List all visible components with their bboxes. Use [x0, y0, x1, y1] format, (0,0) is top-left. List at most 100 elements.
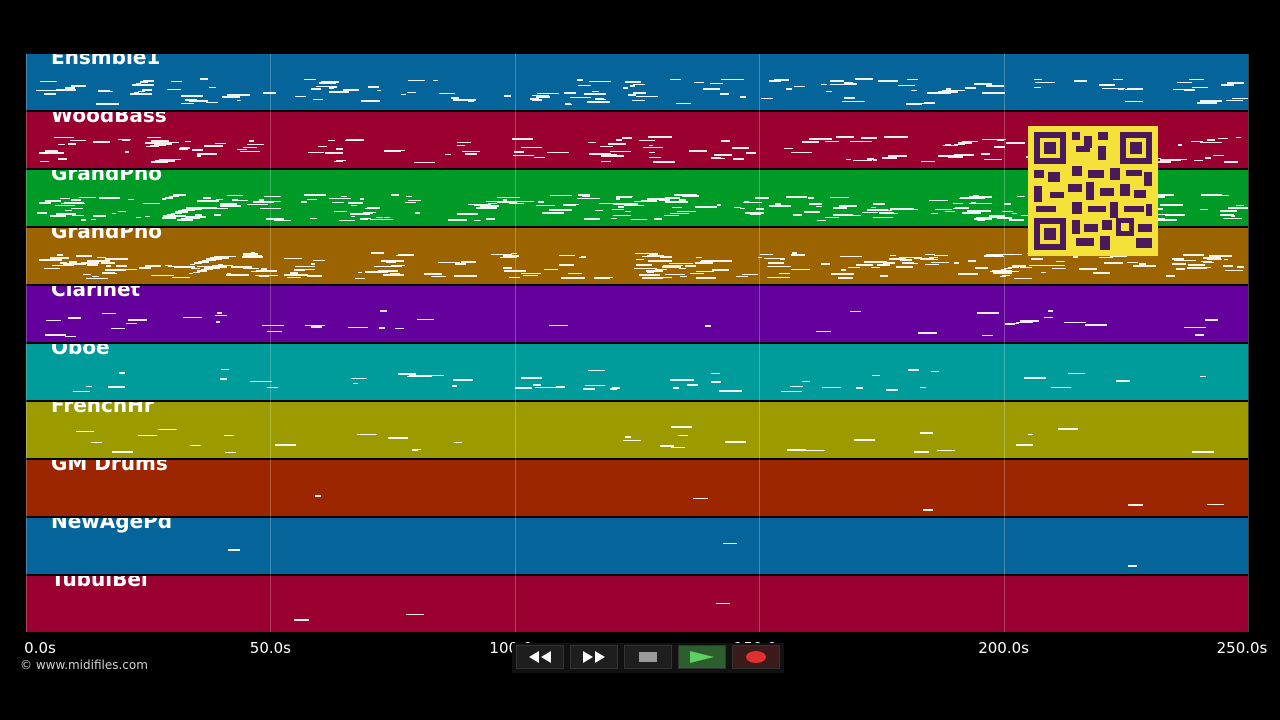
note-mark [942, 89, 965, 92]
note-mark [589, 80, 611, 83]
note-mark [917, 332, 937, 334]
note-mark [191, 267, 200, 270]
note-mark [201, 259, 216, 262]
note-mark [815, 330, 832, 333]
note-mark [669, 212, 690, 215]
note-mark [1102, 87, 1125, 90]
note-mark [824, 140, 839, 143]
note-mark [774, 79, 790, 81]
note-mark [907, 78, 918, 81]
note-mark [81, 262, 100, 264]
note-mark [117, 210, 127, 213]
note-mark [1104, 262, 1123, 264]
time-tick-label: 200.0s [978, 639, 1029, 657]
note-mark [1055, 260, 1066, 263]
note-mark [221, 368, 230, 371]
track-lane[interactable]: Clarinet [26, 286, 1248, 344]
note-mark [720, 140, 731, 142]
note-mark [182, 316, 203, 319]
note-mark [496, 201, 517, 203]
note-mark [474, 204, 480, 207]
note-mark [258, 199, 264, 201]
note-mark [723, 542, 737, 545]
rewind-button[interactable] [516, 645, 564, 669]
note-mark [393, 264, 406, 267]
note-mark [414, 448, 422, 451]
note-mark [299, 268, 315, 271]
note-mark [647, 254, 665, 257]
note-mark [924, 102, 935, 104]
note-mark [792, 252, 798, 254]
note-mark [444, 153, 451, 156]
stop-button[interactable] [624, 645, 672, 669]
note-mark [213, 255, 236, 258]
note-mark [839, 255, 863, 258]
note-mark [514, 200, 535, 203]
note-mark [615, 198, 620, 200]
note-mark [732, 158, 744, 160]
note-mark [851, 214, 862, 217]
note-mark [310, 326, 322, 328]
note-mark [485, 200, 500, 203]
track-name: GrandPno [51, 228, 162, 243]
track-lane[interactable]: Oboe [26, 344, 1248, 402]
note-mark [512, 138, 534, 140]
note-mark [960, 196, 978, 199]
note-mark [44, 200, 62, 202]
note-mark [1223, 217, 1242, 220]
fast-forward-button[interactable] [570, 645, 618, 669]
note-mark [567, 272, 583, 275]
note-mark [40, 160, 49, 163]
track-lane[interactable]: NewAgePd [26, 518, 1248, 576]
note-mark [220, 378, 227, 380]
note-mark [45, 150, 58, 152]
note-mark [52, 264, 74, 267]
note-mark [763, 257, 786, 259]
track-lane[interactable]: FrenchHr [26, 402, 1248, 460]
note-mark [135, 82, 141, 85]
note-mark [1000, 253, 1015, 256]
note-mark [394, 327, 405, 330]
note-mark [70, 85, 86, 87]
record-button[interactable] [732, 645, 780, 669]
note-mark [968, 202, 993, 205]
note-mark [151, 161, 168, 163]
note-mark [1224, 161, 1238, 163]
note-mark [209, 257, 229, 259]
note-mark [380, 310, 388, 312]
note-mark [262, 324, 285, 327]
note-mark [817, 219, 826, 222]
note-mark [964, 87, 976, 89]
note-mark [635, 95, 658, 98]
note-mark [676, 210, 696, 213]
note-mark [511, 252, 518, 255]
track-lane[interactable]: TubulBel [26, 576, 1248, 634]
note-mark [376, 216, 383, 219]
note-mark [243, 267, 260, 270]
note-mark [142, 202, 160, 205]
note-mark [143, 80, 155, 82]
note-mark [1183, 326, 1206, 329]
note-mark [957, 273, 979, 275]
note-mark [509, 276, 521, 279]
note-mark [1190, 140, 1204, 143]
piano-roll[interactable]: Ensmble1 WoodBass GrandPno GrandPno Clarinet… [26, 54, 1249, 634]
note-mark [982, 138, 1007, 141]
note-mark [786, 196, 808, 198]
note-mark [659, 276, 665, 279]
play-button[interactable] [678, 645, 726, 669]
note-mark [635, 252, 652, 255]
note-mark [919, 386, 927, 389]
note-mark [1223, 258, 1228, 261]
note-mark [623, 195, 634, 198]
track-lane[interactable]: GM Drums [26, 460, 1248, 518]
track-lane[interactable]: Ensmble1 [26, 54, 1248, 112]
note-mark [906, 103, 922, 105]
note-mark [130, 93, 152, 95]
note-mark [721, 78, 744, 80]
note-mark [991, 269, 1012, 272]
note-mark [306, 198, 318, 201]
note-mark [127, 198, 134, 201]
note-mark [220, 205, 242, 207]
note-mark [174, 266, 195, 268]
